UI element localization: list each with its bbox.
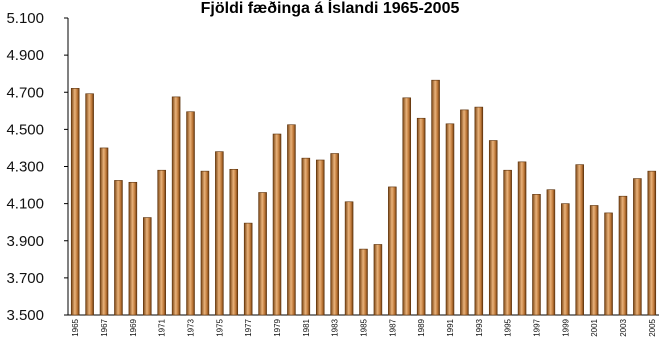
x-tick-label: 2001 [590,318,599,336]
x-tick-label: 1985 [360,318,369,336]
bar [171,96,181,316]
bars-group [70,79,657,316]
bar [460,109,469,316]
bar [618,195,628,316]
x-tick-label: 1981 [302,318,311,336]
y-tick-label: 4.900 [6,47,44,64]
x-tick-label: 1969 [129,318,138,336]
bar [287,124,296,316]
bar [373,244,383,316]
x-tick-label: 1975 [215,318,224,336]
x-tick-label: 1999 [561,318,570,336]
x-tick-label: 1987 [388,318,397,336]
bar [561,203,570,316]
bar [315,159,325,316]
bar [633,178,642,316]
y-tick-label: 3.500 [6,307,44,324]
y-tick-label: 4.700 [6,84,44,101]
x-tick-label: 1993 [475,318,484,336]
bar [344,201,354,316]
y-tick-label: 3.700 [6,270,44,287]
x-axis-tick-labels: 1965 1967 1969 1971 1973 1975 1977 1979 1981 1983… [71,318,657,336]
bar [128,181,138,316]
bar [503,169,512,316]
bar [604,212,613,316]
bar [229,168,239,316]
x-tick-label: 1983 [331,318,340,336]
bar [70,88,80,316]
y-tick-label: 4.100 [6,196,44,213]
x-tick-label: 1967 [100,318,109,336]
x-tick-label: 1991 [446,318,455,336]
y-tick-label: 5.100 [6,10,44,27]
bar [99,147,109,316]
bar [143,217,152,316]
x-tick-label: 1977 [244,318,253,336]
chart-title: Fjöldi fæðinga á Íslandi 1965-2005 [201,0,460,17]
y-tick-label: 4.500 [6,121,44,138]
bar [200,170,210,316]
bar [114,180,123,316]
bar [388,186,397,316]
x-tick-label: 1965 [71,318,80,336]
x-tick-label: 1997 [532,318,541,336]
bar [575,164,584,316]
bar [488,140,498,316]
bar [258,192,267,316]
y-tick-label: 4.300 [6,159,44,176]
bar [517,161,527,316]
x-tick-label: 1995 [504,318,513,336]
y-axis-tick-labels: 5.100 4.900 4.700 4.500 4.300 4.100 3.900 3.700… [6,10,68,324]
x-tick-label: 1989 [417,318,426,336]
bar [85,93,94,316]
bar [431,79,440,316]
x-tick-label: 2003 [619,318,628,336]
bar [243,222,253,316]
bar [416,117,426,316]
x-tick-label: 1971 [158,318,167,336]
bar [157,169,166,316]
bar [301,157,311,316]
y-tick-label: 3.900 [6,233,44,250]
bar [589,205,599,316]
x-tick-label: 1979 [273,318,282,336]
bar [647,170,657,316]
x-tick-label: 2005 [648,318,657,336]
bar [272,133,282,316]
bar [215,151,224,316]
x-tick-label: 1973 [187,318,196,336]
bar [330,153,339,316]
bar [359,248,368,316]
bar [445,123,455,316]
bar [546,189,556,316]
bar [532,194,541,316]
bar [186,111,195,316]
bar [474,106,484,316]
bar [402,97,412,316]
